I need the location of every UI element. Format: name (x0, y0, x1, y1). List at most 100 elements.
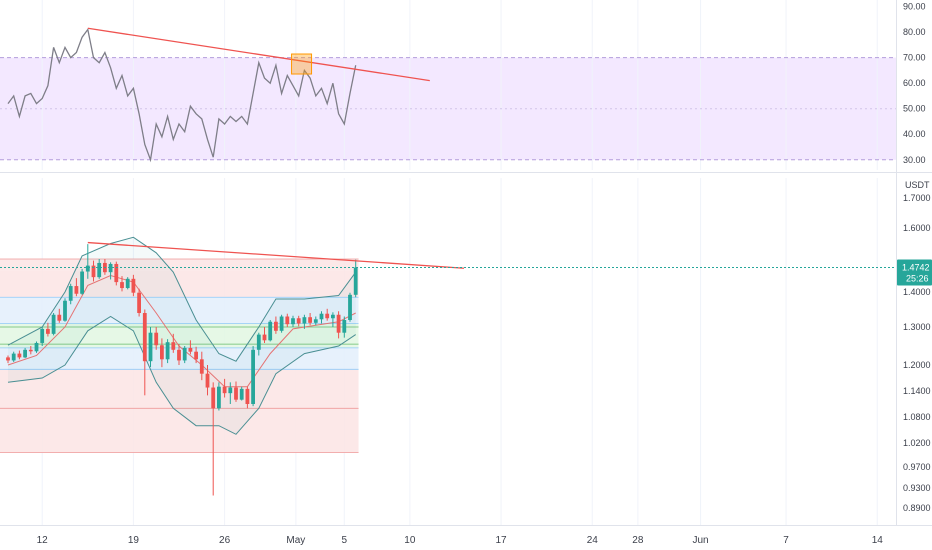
candle-body-24 (142, 313, 147, 362)
price-y-tick-1: 1.6000 (903, 223, 931, 233)
candle-body-31 (182, 347, 187, 361)
candle-body-12 (74, 286, 79, 294)
time-tick-8: 28 (632, 535, 644, 546)
currency-unit-label: USDT (905, 180, 930, 190)
price-zone-0 (0, 259, 359, 271)
candle-body-30 (177, 349, 181, 361)
price-zone-6 (0, 408, 359, 453)
candle-body-6 (40, 328, 45, 343)
candle-body-48 (279, 316, 284, 331)
candle-body-3 (23, 349, 27, 358)
oscillator-highlight-marker[interactable] (291, 53, 313, 75)
last-price-value: 1.4742 (902, 263, 930, 273)
candle-body-33 (194, 351, 198, 360)
candle-body-16 (97, 262, 102, 278)
unit-label: USDT (905, 180, 930, 190)
candle-body-50 (291, 318, 295, 325)
oscillator-levels (0, 57, 896, 161)
candle-body-45 (262, 334, 267, 341)
price-y-tick-11: 0.8900 (903, 503, 931, 513)
price-y-tick-9: 0.9700 (903, 462, 931, 472)
osc-y-tick-3: 60.00 (903, 78, 926, 88)
candle-body-58 (336, 314, 341, 333)
price-y-tick-10: 0.9300 (903, 483, 931, 493)
candle-body-9 (57, 314, 62, 321)
candle-body-60 (348, 294, 352, 320)
time-tick-5: 10 (404, 535, 416, 546)
candle-body-53 (308, 317, 312, 323)
time-tick-7: 24 (587, 535, 599, 546)
candle-body-27 (160, 345, 164, 360)
candle-body-18 (108, 263, 113, 273)
time-axis: 12 19 26 May 5 10 17 24 28 Jun 7 14 (37, 535, 884, 546)
bollinger-upper (7, 236, 357, 362)
osc-y-tick-5: 40.00 (903, 129, 926, 139)
oscillator-trendline[interactable] (87, 27, 430, 82)
price-panel[interactable]: 1.7000 1.6000 1.4000 1.3000 1.2000 1.1400 1.08… (0, 178, 932, 525)
osc-y-tick-6: 30.00 (903, 155, 926, 165)
candle-body-59 (342, 320, 347, 333)
candle-body-19 (114, 263, 119, 283)
candle-body-11 (68, 286, 73, 301)
time-tick-1: 19 (128, 535, 140, 546)
price-y-tick-7: 1.0800 (903, 412, 931, 422)
oscillator-panel[interactable]: 90.00 80.00 70.00 60.00 50.00 40.00 30.00 (0, 0, 926, 170)
candle-body-23 (137, 292, 141, 313)
candle-body-7 (46, 328, 50, 334)
candle-body-13 (80, 271, 84, 294)
candle-body-8 (51, 314, 56, 334)
last-price-badge-box (897, 259, 932, 286)
candle-body-44 (256, 334, 261, 350)
candle-body-25 (148, 332, 153, 362)
price-trendline[interactable] (87, 241, 465, 269)
candle-body-29 (171, 342, 176, 350)
candle-body-14 (85, 265, 90, 272)
candle-body-5 (34, 342, 39, 352)
candle-body-57 (331, 314, 335, 319)
candle-body-46 (268, 321, 273, 341)
candle-body-42 (245, 388, 250, 404)
time-tick-9: Jun (692, 535, 708, 546)
time-tick-10: 7 (783, 535, 789, 546)
candle-body-39 (228, 387, 233, 394)
candle-body-0 (6, 357, 10, 361)
price-y-axis: 1.7000 1.6000 1.4000 1.3000 1.2000 1.1400 1.08… (903, 193, 931, 513)
candle-body-20 (120, 282, 124, 289)
oscillator-y-axis: 90.00 80.00 70.00 60.00 50.00 40.00 30.00 (903, 2, 926, 165)
candle-body-2 (17, 353, 22, 358)
candle-body-32 (188, 347, 193, 352)
price-y-tick-6: 1.1400 (903, 386, 931, 396)
osc-y-tick-1: 80.00 (903, 27, 926, 37)
candle-body-49 (285, 316, 290, 325)
candle-body-38 (222, 386, 227, 394)
candle-body-15 (91, 265, 96, 278)
candle-body-43 (251, 349, 255, 404)
time-tick-0: 12 (37, 535, 49, 546)
candle-body-4 (28, 349, 33, 352)
last-price-badge: 1.4742 25:26 (897, 259, 932, 286)
price-y-tick-0: 1.7000 (903, 193, 931, 203)
osc-y-tick-4: 50.00 (903, 104, 926, 114)
candle-body-41 (239, 388, 244, 400)
price-y-tick-8: 1.0200 (903, 438, 931, 448)
osc-y-tick-2: 70.00 (903, 53, 926, 63)
candle-body-40 (234, 387, 238, 400)
oscillator-line (7, 27, 357, 163)
candle-body-47 (274, 321, 278, 331)
candle-body-21 (125, 278, 130, 289)
candle-body-36 (211, 387, 216, 409)
candle-body-56 (325, 313, 330, 319)
price-zone-5 (0, 369, 359, 409)
time-tick-3: May (286, 535, 305, 546)
candle-countdown: 25:26 (906, 274, 929, 284)
price-y-tick-3: 1.4000 (903, 287, 931, 297)
candle-body-1 (11, 353, 16, 361)
osc-y-tick-0: 90.00 (903, 2, 926, 12)
time-tick-6: 17 (495, 535, 507, 546)
bollinger-fill (8, 237, 356, 435)
candle-body-51 (296, 318, 301, 324)
candle-body-10 (63, 300, 67, 321)
candle-body-61 (353, 267, 358, 295)
time-tick-4: 5 (342, 535, 348, 546)
